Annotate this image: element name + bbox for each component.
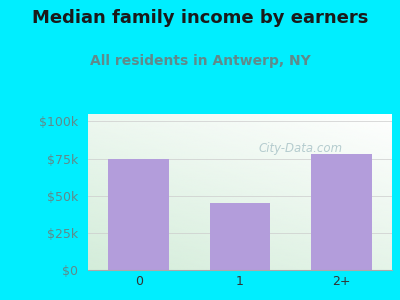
Text: City-Data.com: City-Data.com [259, 142, 343, 155]
Bar [210, 203, 270, 270]
Text: Median family income by earners: Median family income by earners [32, 9, 368, 27]
Text: All residents in Antwerp, NY: All residents in Antwerp, NY [90, 54, 310, 68]
Bar [311, 154, 372, 270]
Bar [108, 159, 169, 270]
